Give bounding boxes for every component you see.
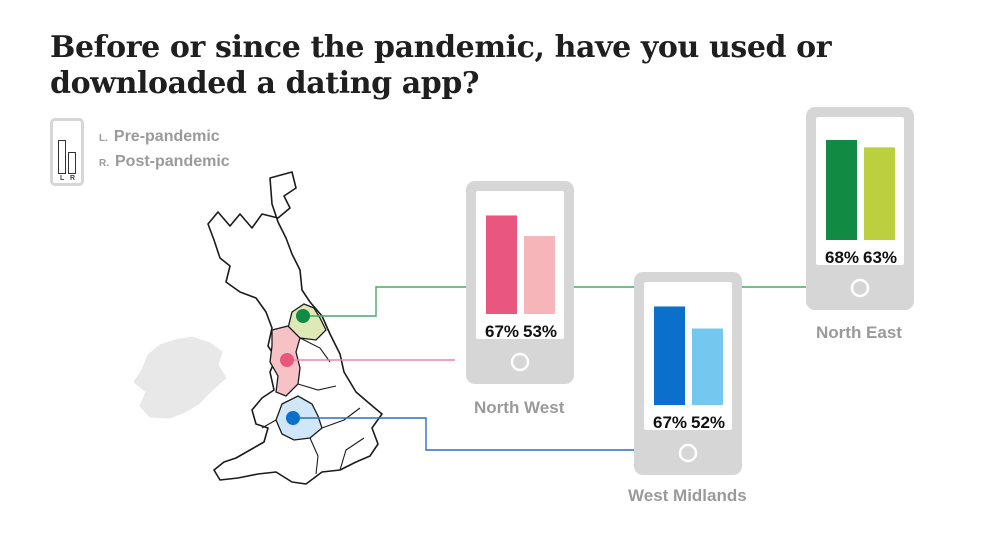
value-label-post-north-west: 53%	[523, 322, 557, 341]
chart-title: Before or since the pandemic, have you u…	[50, 30, 832, 101]
bar-pre-west-midlands	[654, 306, 685, 405]
legend-item-pre: L. Pre-pandemic	[99, 128, 220, 146]
legend-item-post: R. Post-pandemic	[99, 153, 230, 171]
phone-button-north-west	[510, 352, 530, 372]
england-regional-borders	[261, 337, 365, 475]
bar-post-north-east	[864, 147, 895, 240]
legend-prefix-left: L.	[99, 133, 108, 144]
map-dot-west-midlands	[286, 411, 300, 425]
legend-bar-right	[68, 152, 76, 174]
legend-prefix-right: R.	[99, 158, 109, 169]
value-label-post-west-midlands: 52%	[691, 413, 725, 432]
value-label-pre-north-west: 67%	[485, 322, 519, 341]
bar-pre-north-east	[826, 140, 857, 240]
region-label-west-midlands: West Midlands	[628, 486, 747, 505]
phone-button-north-east	[850, 278, 870, 298]
legend-label-pre: Pre-pandemic	[113, 128, 220, 145]
connector-west-midlands	[293, 417, 634, 451]
connector-north-east	[303, 286, 806, 317]
region-label-north-west: North West	[474, 398, 565, 417]
map-dot-north-east	[296, 309, 310, 323]
value-label-pre-west-midlands: 67%	[653, 413, 687, 432]
legend-bar-left	[58, 140, 66, 174]
value-label-post-north-east: 63%	[863, 248, 897, 267]
legend-icon-letter-left: L	[60, 175, 65, 182]
bar-post-west-midlands	[692, 328, 723, 405]
region-label-north-east: North East	[816, 323, 902, 342]
legend-phone-icon: L R	[50, 118, 84, 186]
phone-button-west-midlands	[678, 443, 698, 463]
uk-map	[133, 171, 383, 485]
ireland-shape	[133, 336, 227, 419]
bar-post-north-west	[524, 236, 555, 314]
bar-pre-north-west	[486, 215, 517, 314]
map-dot-north-west	[280, 353, 294, 367]
legend-icon-letter-right: R	[70, 175, 76, 182]
value-label-pre-north-east: 68%	[825, 248, 859, 267]
legend-label-post: Post-pandemic	[115, 153, 230, 170]
